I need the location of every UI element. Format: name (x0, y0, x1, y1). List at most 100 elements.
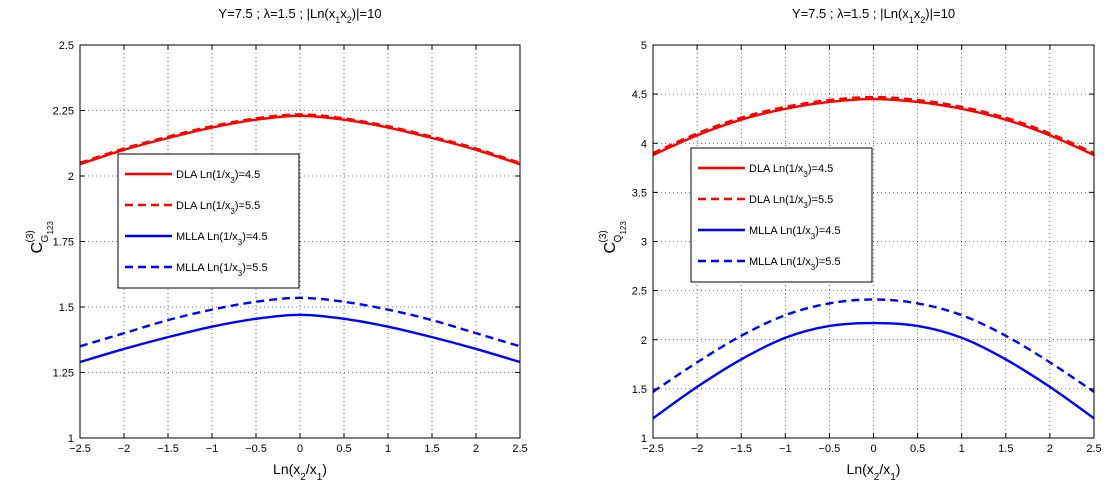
legend-text: )=4.5 (808, 163, 833, 175)
x-tick-label: 2 (1047, 443, 1053, 455)
y-tick-label: 2.25 (53, 106, 74, 118)
legend-label-3: MLLA Ln(1/x3)=4.5 (749, 225, 841, 241)
y-tick-label: 2 (68, 171, 74, 183)
x-tick-label: 1.5 (998, 443, 1013, 455)
xlabel-part: Ln(x (847, 461, 874, 477)
series-line-2 (652, 95, 1095, 155)
legend-label-2: DLA Ln(1/x3)=5.5 (176, 200, 260, 216)
x-tick-label: 0.5 (336, 443, 351, 455)
legend-text: DLA Ln(1/x (176, 169, 231, 181)
series-line-1 (79, 114, 521, 166)
y-tick-label: 1.5 (632, 384, 647, 396)
y-label-subscript: G (40, 235, 51, 243)
xlabel-part: ) (896, 461, 901, 477)
y-label-subscript: Q (613, 235, 624, 243)
y-label-superscript: (3) (25, 230, 36, 242)
y-tick-label: 5 (641, 40, 647, 52)
legend-label-4: MLLA Ln(1/x3)=5.5 (176, 262, 268, 278)
legend-subscript: 3 (803, 201, 808, 210)
x-tick-label: −1 (206, 443, 219, 455)
legend-label-4: MLLA Ln(1/x3)=5.5 (749, 256, 841, 272)
x-tick-label: 1 (959, 443, 965, 455)
y-label-subsubscript: 123 (46, 221, 55, 235)
y-tick-label: 2.5 (59, 40, 74, 52)
y-tick-label: 1 (641, 433, 647, 445)
x-tick-label: 0.5 (910, 443, 925, 455)
chart-panel-2: −2.5 −2 −1.5 −1 −0.5 0 0.5 1 1.5 2 2.5 1 1.5 2 2.5 3 3.5… (598, 6, 1102, 483)
legend-subscript: 3 (811, 232, 816, 241)
x-tick-label: 2.5 (512, 443, 527, 455)
x-tick-label: 0 (870, 443, 876, 455)
title-subscript: 2 (347, 15, 352, 25)
xlabel-part: /x (306, 461, 317, 477)
x-tick-label: −2.5 (642, 443, 664, 455)
y-tick-label: 2 (641, 335, 647, 347)
y-label-subsubscript: 123 (619, 221, 628, 235)
x-axis-label: Ln(x2/x1) (273, 461, 327, 483)
legend-text: DLA Ln(1/x (176, 200, 231, 212)
legend-text: )=4.5 (815, 225, 840, 237)
x-tick-label: −1 (779, 443, 792, 455)
legend-subscript: 3 (230, 207, 235, 216)
xlabel-part: Ln(x (273, 461, 300, 477)
legend-text: )=5.5 (808, 194, 833, 206)
y-label-C: C (602, 242, 619, 254)
legend-subscript: 3 (230, 176, 235, 185)
y-tick-label: 4.5 (632, 89, 647, 101)
title-subscript: 2 (920, 15, 925, 25)
x-tick-label: 2.5 (1086, 443, 1101, 455)
y-tick-label: 4 (641, 138, 647, 150)
title-part: )|=10 (925, 6, 955, 21)
x-tick-label: −1.5 (730, 443, 752, 455)
chart-title: Y=7.5 ; λ=1.5 ; |Ln(x1x2)|=10 (792, 6, 955, 25)
legend-text: )=5.5 (815, 256, 840, 268)
x-tick-label: 1.5 (424, 443, 439, 455)
series-line-2 (79, 113, 521, 165)
x-tick-label: −0.5 (245, 443, 267, 455)
legend-text: )=4.5 (242, 231, 267, 243)
legend-box (117, 153, 300, 289)
x-tick-label: 0 (297, 443, 303, 455)
legend-text: DLA Ln(1/x (749, 163, 804, 175)
y-tick-label: 1.25 (53, 368, 74, 380)
legend-text: MLLA Ln(1/x (749, 256, 811, 268)
title-part: x (340, 6, 347, 21)
series-line-3 (652, 321, 1095, 420)
legend-box (690, 147, 873, 283)
series-line-4 (652, 298, 1095, 393)
legend-text: )=5.5 (242, 262, 267, 274)
legend-text: DLA Ln(1/x (749, 194, 804, 206)
chart-title: Y=7.5 ; λ=1.5 ; |Ln(x1x2)|=10 (218, 6, 381, 25)
xlabel-subscript: 1 (890, 472, 896, 483)
x-tick-label: 2 (473, 443, 479, 455)
y-label-superscript: (3) (598, 230, 609, 242)
legend-subscript: 3 (238, 269, 243, 278)
title-part: Y=7.5 ; λ=1.5 ; |Ln(x (218, 6, 335, 21)
y-tick-label: 1 (68, 433, 74, 445)
series-line-3 (79, 313, 521, 364)
x-tick-label: 1 (385, 443, 391, 455)
legend-subscript: 3 (811, 263, 816, 272)
xlabel-part: ) (322, 461, 327, 477)
x-tick-label: −1.5 (157, 443, 179, 455)
legend-subscript: 3 (803, 170, 808, 179)
title-subscript: 1 (335, 15, 340, 25)
legend-text: MLLA Ln(1/x (749, 225, 811, 237)
legend-label-3: MLLA Ln(1/x3)=4.5 (176, 231, 268, 247)
legend-text: )=4.5 (235, 169, 260, 181)
title-part: x (914, 6, 921, 21)
xlabel-part: /x (879, 461, 890, 477)
y-tick-label: 1.75 (53, 237, 74, 249)
legend-text: )=5.5 (235, 200, 260, 212)
legend-text: MLLA Ln(1/x (176, 231, 238, 243)
y-tick-label: 1.5 (59, 302, 74, 314)
legend-subscript: 3 (238, 238, 243, 247)
legend-label-1: DLA Ln(1/x3)=4.5 (749, 163, 833, 179)
x-tick-label: −2.5 (69, 443, 91, 455)
chart-panel-1: −2.5 −2 −1.5 −1 −0.5 0 0.5 1 1.5 2 2.5 1 1.25 1.5 1.75… (25, 6, 528, 483)
xlabel-subscript: 2 (874, 472, 880, 483)
x-axis-label: Ln(x2/x1) (847, 461, 901, 483)
